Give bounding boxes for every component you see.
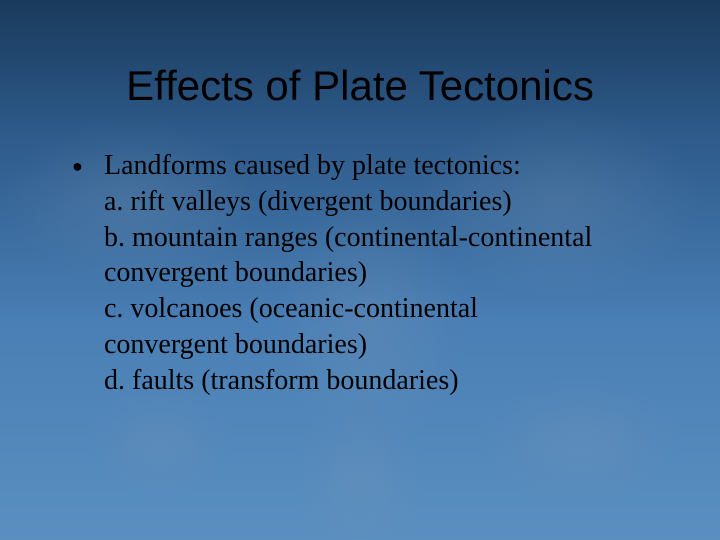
item-b-line2: convergent boundaries): [104, 255, 660, 291]
item-a: a. rift valleys (divergent boundaries): [104, 184, 660, 220]
slide-title: Effects of Plate Tectonics: [0, 62, 720, 110]
lead-text: Landforms caused by plate tectonics:: [104, 148, 660, 184]
item-d: d. faults (transform boundaries): [104, 363, 660, 399]
bullet-content: Landforms caused by plate tectonics: a. …: [104, 148, 660, 399]
item-b-line1: b. mountain ranges (continental-continen…: [104, 220, 660, 256]
bullet-icon: ●: [72, 148, 104, 184]
bullet-item: ● Landforms caused by plate tectonics: a…: [72, 148, 660, 399]
item-c-line2: convergent boundaries): [104, 327, 660, 363]
slide-body: ● Landforms caused by plate tectonics: a…: [72, 148, 660, 399]
slide: Effects of Plate Tectonics ● Landforms c…: [0, 0, 720, 540]
item-c-line1: c. volcanoes (oceanic-continental: [104, 291, 660, 327]
